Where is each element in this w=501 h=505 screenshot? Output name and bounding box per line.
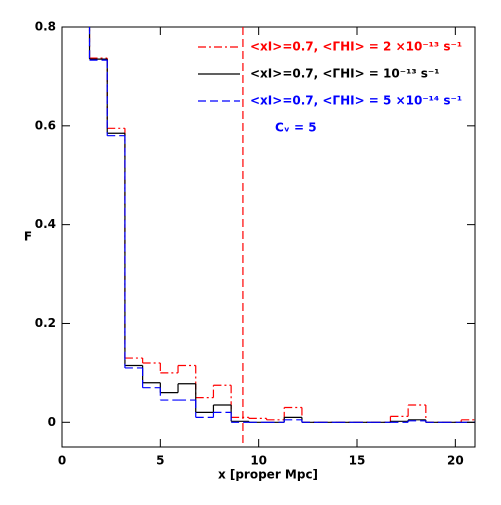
plot-frame xyxy=(61,26,476,448)
y-tick-label: 0 xyxy=(48,415,56,429)
legend-label: <xI>=0.7, <ΓHI> = 2 ×10⁻¹³ s⁻¹ xyxy=(250,40,462,54)
step-riser xyxy=(88,27,427,423)
step-riser xyxy=(88,27,462,423)
annotation: Cᵥ = 5 xyxy=(275,121,317,135)
legend-label: <xI>=0.7, <ΓHI> = 5 ×10⁻¹⁴ s⁻¹ xyxy=(250,94,462,108)
plot-area xyxy=(88,27,475,423)
step-riser xyxy=(88,27,427,423)
y-tick-label: 0.6 xyxy=(35,118,56,132)
y-tick-label: 0.8 xyxy=(35,20,56,34)
x-tick-label: 15 xyxy=(349,454,366,468)
y-tick-label: 0.4 xyxy=(35,217,56,231)
y-tick-label: 0.2 xyxy=(35,316,56,330)
legend-label: <xI>=0.7, <ΓHI> = 10⁻¹³ s⁻¹ xyxy=(250,67,440,81)
x-tick-label: 0 xyxy=(58,454,66,468)
x-tick-label: 10 xyxy=(250,454,267,468)
x-axis-label: x [proper Mpc] xyxy=(218,468,318,482)
y-axis-label: F xyxy=(24,230,32,244)
x-tick-label: 5 xyxy=(156,454,164,468)
x-tick-label: 20 xyxy=(447,454,464,468)
